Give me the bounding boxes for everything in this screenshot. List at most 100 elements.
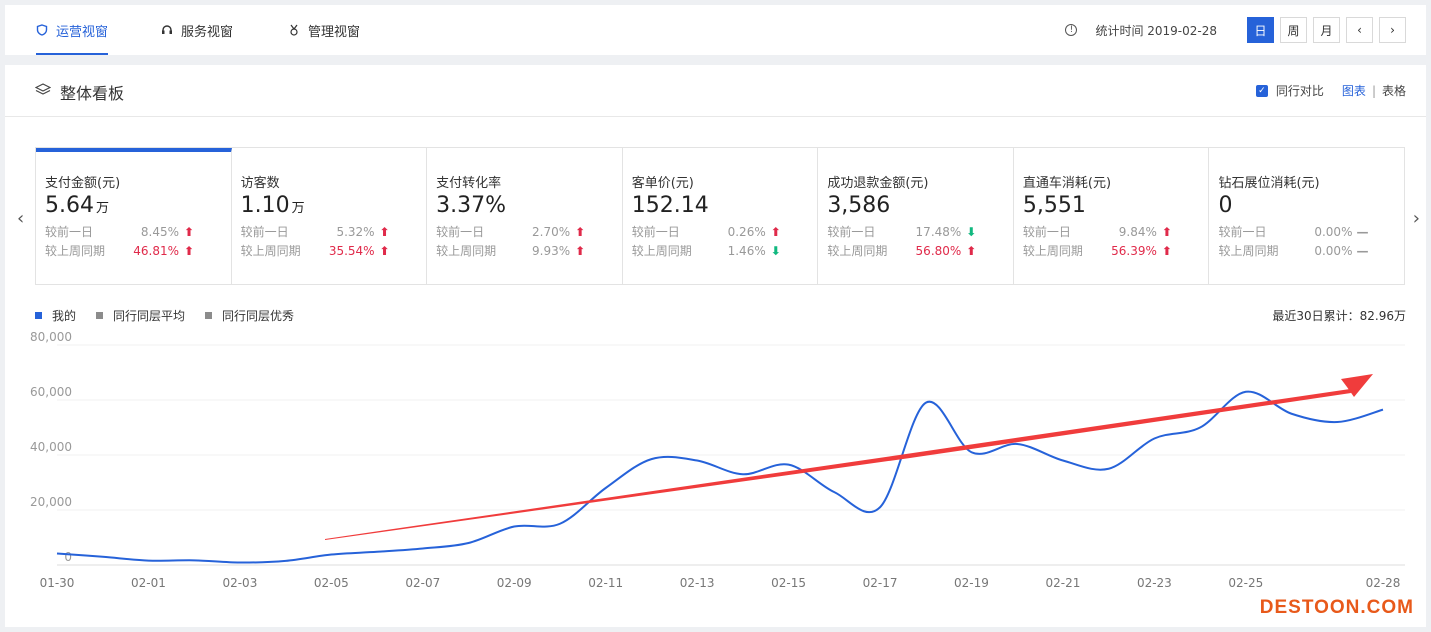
- metric-compare-row: 较前一日 17.48% ⬇: [827, 223, 977, 240]
- compare-label: 较前一日: [827, 225, 876, 239]
- metric-compare-row: 较前一日 5.32% ⬆: [241, 223, 391, 240]
- tab-management[interactable]: 管理视窗: [288, 5, 360, 55]
- metric-compare-row: 较上周同期 35.54% ⬆: [241, 242, 391, 259]
- cards-prev-arrow[interactable]: ‹: [17, 208, 25, 229]
- x-tick-label: 02-23: [1137, 576, 1172, 590]
- metric-compare-row: 较前一日 9.84% ⬆: [1023, 223, 1173, 240]
- trend-down-icon: ⬇: [966, 224, 977, 239]
- x-tick-label: 02-07: [405, 576, 440, 590]
- trend-up-icon: ⬆: [575, 243, 586, 258]
- tab-service[interactable]: 服务视窗: [161, 5, 233, 55]
- x-tick-label: 02-11: [588, 576, 623, 590]
- compare-label: 较上周同期: [1022, 244, 1083, 258]
- metric-card[interactable]: 支付金额(元) 5.64 万 较前一日 8.45% ⬆ 较上周同期 46.81% ⬆: [36, 148, 232, 284]
- prev-period-button[interactable]: ‹: [1346, 17, 1373, 43]
- compare-label: 较上周同期: [1218, 244, 1279, 258]
- panel-title: 整体看板: [60, 84, 125, 103]
- metric-card[interactable]: 客单价(元) 152.14 较前一日 0.26% ⬆ 较上周同期 1.46% ⬇: [623, 148, 819, 284]
- x-tick-label: 02-09: [497, 576, 532, 590]
- top-bar: 运营视窗 服务视窗 管理视窗 ! 统计时间 2019-02-28 日 周 月 ‹…: [5, 5, 1426, 55]
- metric-cards: 支付金额(元) 5.64 万 较前一日 8.45% ⬆ 较上周同期 46.81% ⬆ …: [35, 147, 1405, 285]
- period-week-button[interactable]: 周: [1280, 17, 1307, 43]
- metric-number: 5.64: [45, 193, 94, 218]
- compare-label: 同行对比: [1275, 84, 1324, 98]
- legend-item[interactable]: 同行同层平均: [96, 307, 185, 324]
- tab-label: 管理视窗: [308, 24, 361, 40]
- trend-up-icon: ⬆: [379, 224, 390, 239]
- y-tick-label: 40,000: [30, 440, 72, 454]
- trend-flat-icon: —: [1356, 224, 1369, 239]
- compare-label: 较上周同期: [240, 244, 301, 258]
- metric-card[interactable]: 直通车消耗(元) 5,551 较前一日 9.84% ⬆ 较上周同期 56.39% ⬆: [1014, 148, 1210, 284]
- trend-down-icon: ⬇: [770, 243, 781, 258]
- line-chart: 0 20,000 40,000 60,000 80,000 01-30 02-01 02-03…: [30, 330, 1405, 590]
- metric-card[interactable]: 访客数 1.10 万 较前一日 5.32% ⬆ 较上周同期 35.54% ⬆: [232, 148, 428, 284]
- compare-percent: 56.39%: [1111, 243, 1157, 258]
- compare-label: 较前一日: [1218, 225, 1267, 239]
- metric-title: 客单价(元): [631, 176, 694, 191]
- trend-up-icon: ⬆: [1161, 243, 1172, 258]
- trend-arrow-head: [1341, 374, 1373, 397]
- total-30-days: 最近30日累计：82.96万: [1272, 309, 1406, 323]
- compare-percent: 9.93%: [532, 243, 571, 258]
- y-tick-label: 0: [64, 550, 72, 564]
- view-chart-link[interactable]: 图表: [1341, 84, 1366, 98]
- metric-number: 5,551: [1022, 193, 1086, 218]
- period-day-button[interactable]: 日: [1247, 17, 1274, 43]
- compare-percent: 0.00%: [1314, 224, 1353, 239]
- x-tick-label: 02-19: [954, 576, 989, 590]
- compare-checkbox[interactable]: ✓: [1255, 84, 1268, 97]
- compare-percent: 0.26%: [727, 224, 766, 239]
- legend-label: 我的: [52, 309, 77, 323]
- trend-up-icon: ⬆: [966, 243, 977, 258]
- x-tick-label: 02-03: [222, 576, 257, 590]
- compare-percent: 46.81%: [133, 243, 179, 258]
- metric-title: 直通车消耗(元): [1022, 176, 1112, 191]
- series-line-mine: [56, 390, 1384, 564]
- metric-compare-row: 较前一日 2.70% ⬆: [436, 223, 586, 240]
- period-month-button[interactable]: 月: [1313, 17, 1340, 43]
- compare-label: 较前一日: [240, 225, 289, 239]
- x-tick-label: 02-15: [771, 576, 806, 590]
- legend-label: 同行同层平均: [113, 309, 186, 323]
- cards-next-arrow[interactable]: ›: [1412, 208, 1420, 229]
- x-tick-label: 02-21: [1045, 576, 1080, 590]
- metric-value: 3,586: [827, 193, 1005, 221]
- compare-label: 较前一日: [436, 225, 485, 239]
- metric-title: 成功退款金额(元): [827, 176, 929, 191]
- y-tick-label: 80,000: [30, 330, 72, 344]
- metric-card[interactable]: 成功退款金额(元) 3,586 较前一日 17.48% ⬇ 较上周同期 56.80…: [818, 148, 1014, 284]
- tab-operations[interactable]: 运营视窗: [36, 5, 109, 55]
- metric-card[interactable]: 钻石展位消耗(元) 0 较前一日 0.00% — 较上周同期 0.00% —: [1209, 148, 1404, 284]
- metric-number: 3,586: [827, 193, 891, 218]
- compare-label: 较前一日: [1022, 225, 1071, 239]
- legend-item[interactable]: 我的: [35, 307, 76, 324]
- compare-label: 较前一日: [631, 225, 680, 239]
- metric-number: 152.14: [631, 193, 709, 218]
- metric-value: 0: [1218, 193, 1396, 221]
- legend-swatch: [96, 312, 104, 319]
- metric-compare-row: 较上周同期 1.46% ⬇: [632, 242, 782, 259]
- compare-label: 较前一日: [45, 225, 94, 239]
- view-separator: |: [1371, 83, 1376, 98]
- metric-compare-row: 较上周同期 9.93% ⬆: [436, 242, 586, 259]
- compare-label: 较上周同期: [436, 244, 497, 258]
- metric-compare-row: 较上周同期 56.39% ⬆: [1023, 242, 1173, 259]
- metric-title: 支付金额(元): [45, 176, 121, 191]
- compare-label: 较上周同期: [45, 244, 106, 258]
- metric-title: 钻石展位消耗(元): [1218, 176, 1320, 191]
- x-tick-label: 02-25: [1228, 576, 1263, 590]
- metric-card[interactable]: 支付转化率 3.37% 较前一日 2.70% ⬆ 较上周同期 9.93% ⬆: [427, 148, 623, 284]
- trend-up-icon: ⬆: [183, 243, 195, 258]
- compare-label: 较上周同期: [631, 244, 692, 258]
- view-controls: ✓ 同行对比 图表 | 表格: [1255, 82, 1406, 99]
- metric-unit: 万: [95, 201, 109, 216]
- shield-icon: [36, 24, 48, 36]
- info-icon[interactable]: !: [1065, 24, 1078, 36]
- view-table-link[interactable]: 表格: [1381, 84, 1406, 98]
- metric-compare-row: 较上周同期 56.80% ⬆: [827, 242, 977, 259]
- metric-number: 0: [1218, 193, 1233, 218]
- next-period-button[interactable]: ›: [1379, 17, 1406, 43]
- legend-item[interactable]: 同行同层优秀: [205, 307, 294, 324]
- trend-up-icon: ⬆: [379, 243, 390, 258]
